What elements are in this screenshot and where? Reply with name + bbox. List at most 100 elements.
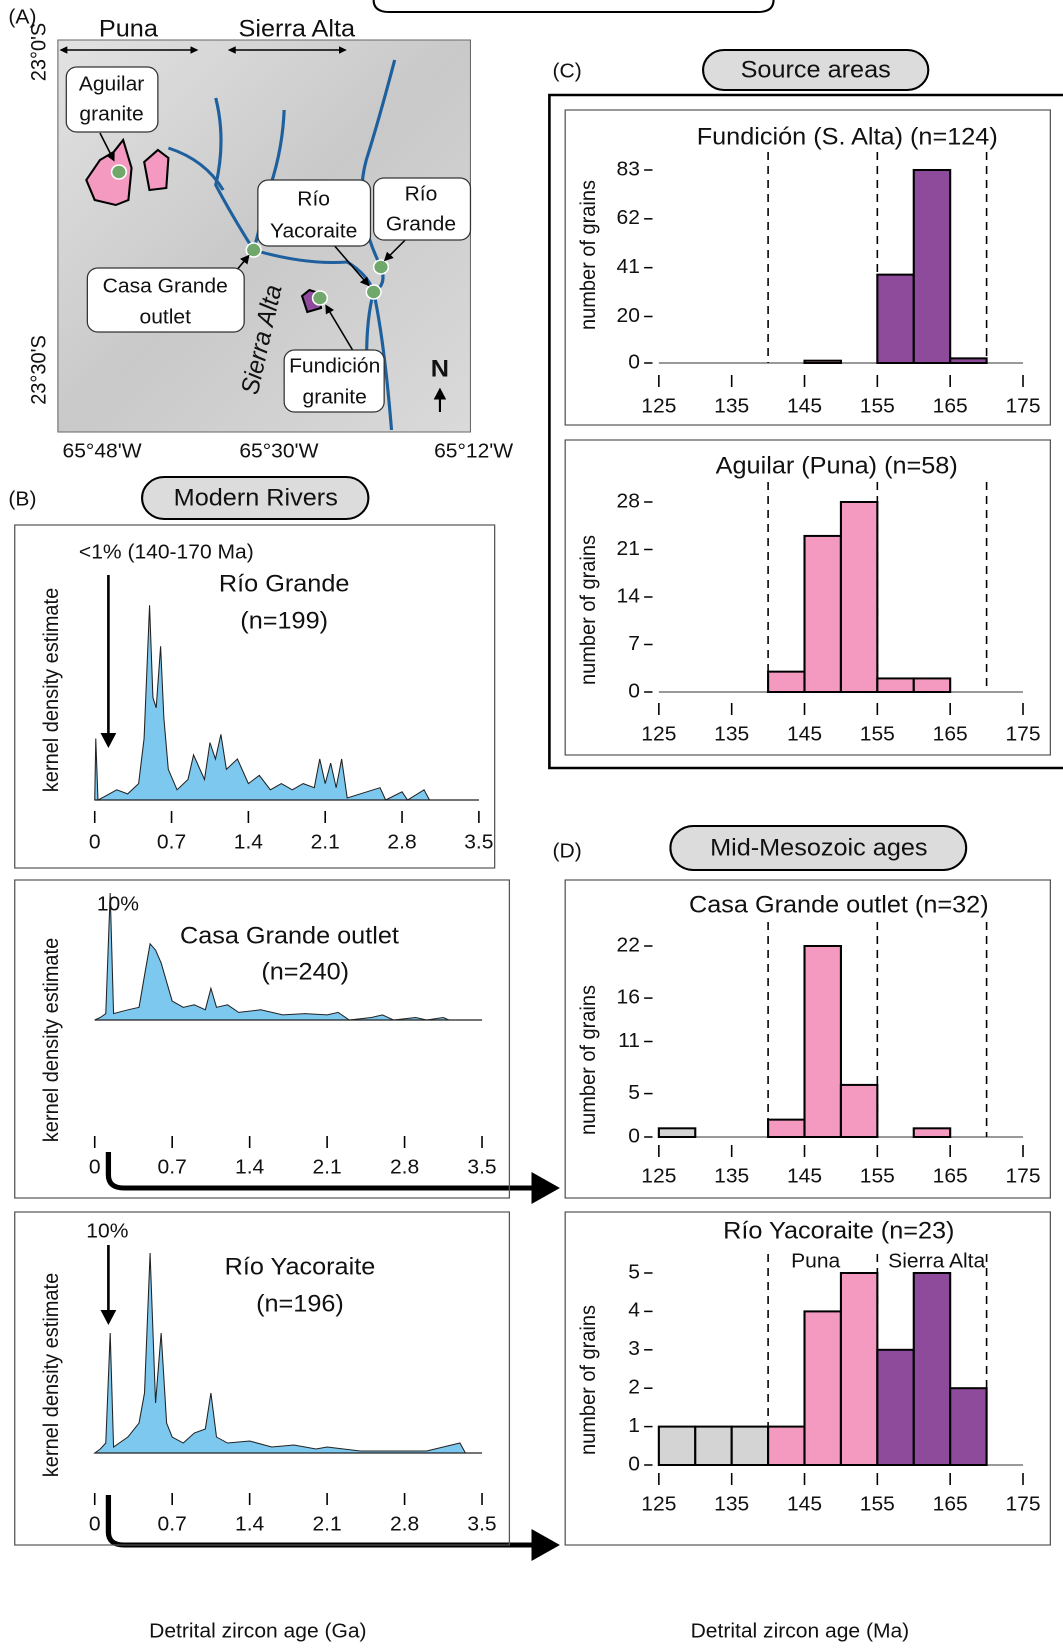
bar — [914, 170, 950, 363]
x-axis-label: Detrital zircon age (Ga) — [149, 1620, 366, 1642]
x-tick-label: 165 — [933, 723, 968, 745]
callout-text: Grande — [386, 213, 456, 235]
y-tick-label: 20 — [617, 304, 640, 326]
x-tick-label: 135 — [714, 723, 749, 745]
bar — [805, 1311, 841, 1465]
x-tick-label: 3.5 — [464, 831, 493, 853]
callout-text: Fundición — [289, 355, 380, 377]
sample-site — [313, 291, 328, 305]
x-tick-label: 2.1 — [311, 831, 340, 853]
latitude-label: 23°0'S — [27, 23, 51, 81]
x-tick-label: 0 — [89, 1156, 101, 1178]
cut-header — [374, 0, 774, 12]
x-tick-label: 155 — [860, 395, 895, 417]
bar — [914, 1273, 950, 1465]
section-title: Modern Rivers — [174, 485, 338, 511]
x-tick-label: 155 — [860, 1493, 895, 1515]
x-tick-label: 1.4 — [235, 1513, 264, 1535]
chart-title: Casa Grande outlet (n=32) — [689, 892, 989, 918]
chart-subtitle: (n=199) — [240, 608, 328, 634]
bar — [841, 1085, 877, 1137]
y-axis-label: number of grains — [576, 985, 600, 1135]
callout-text: Aguilar — [79, 73, 145, 95]
chart-subtitle: (n=196) — [256, 1291, 344, 1317]
bar — [914, 1128, 950, 1137]
kde-area — [95, 893, 482, 1020]
x-tick-label: 2.1 — [312, 1156, 341, 1178]
section-title: Mid-Mesozoic ages — [710, 835, 927, 861]
y-tick-label: 28 — [617, 490, 640, 512]
x-tick-label: 155 — [860, 723, 895, 745]
y-tick-label: 3 — [628, 1338, 640, 1360]
y-tick-label: 83 — [617, 158, 640, 180]
figure: (A) (B) (C) (D) Source areas Modern Rive… — [0, 0, 1063, 1652]
x-tick-label: 0.7 — [158, 1156, 187, 1178]
bar — [768, 672, 804, 692]
panel-label: (C) — [553, 60, 582, 82]
y-tick-label: 11 — [618, 1029, 640, 1051]
x-tick-label: 125 — [641, 1493, 676, 1515]
x-tick-label: 125 — [641, 723, 676, 745]
x-tick-label: 2.8 — [390, 1513, 419, 1535]
y-axis-label: kernel density estimate — [40, 588, 64, 792]
y-axis-label: number of grains — [576, 180, 600, 330]
x-tick-label: 145 — [787, 1493, 822, 1515]
sample-site — [246, 243, 261, 257]
callout-text: Río — [297, 188, 330, 210]
bar — [768, 1427, 804, 1465]
section-title: Source areas — [741, 57, 891, 83]
longitude-label: 65°12'W — [434, 440, 514, 462]
y-tick-label: 14 — [617, 585, 640, 607]
arrow-head — [532, 1529, 560, 1561]
x-tick-label: 145 — [787, 1165, 822, 1187]
y-tick-label: 5 — [628, 1081, 640, 1103]
north-label: N — [431, 356, 449, 382]
x-tick-label: 135 — [714, 395, 749, 417]
x-tick-label: 145 — [787, 395, 822, 417]
chart-subtitle: (n=240) — [261, 959, 349, 985]
panel-label: (D) — [553, 840, 582, 862]
x-tick-label: 175 — [1005, 1493, 1040, 1515]
x-tick-label: 2.8 — [387, 831, 416, 853]
callout-text: Río — [405, 183, 438, 205]
longitude-label: 65°30'W — [239, 440, 319, 462]
annotation: Puna — [791, 1250, 841, 1272]
annotation: Sierra Alta — [888, 1250, 986, 1272]
panel-label: (B) — [8, 488, 36, 510]
chart-title: Casa Grande outlet — [180, 923, 399, 949]
y-axis-label: number of grains — [576, 1305, 600, 1455]
bar — [877, 275, 913, 363]
callout-text: granite — [303, 386, 367, 408]
region-label: Sierra Alta — [239, 16, 356, 42]
chart-title: Río Grande — [219, 571, 350, 597]
y-tick-label: 41 — [617, 255, 640, 277]
annotation: 10% — [86, 1220, 128, 1242]
x-tick-label: 0.7 — [157, 831, 186, 853]
x-tick-label: 175 — [1005, 395, 1040, 417]
y-tick-label: 7 — [628, 632, 640, 654]
bar — [841, 1273, 877, 1465]
y-tick-label: 5 — [628, 1261, 640, 1283]
x-tick-label: 1.4 — [234, 831, 263, 853]
region-label: Puna — [99, 16, 158, 42]
x-tick-label: 175 — [1005, 723, 1040, 745]
y-tick-label: 1 — [628, 1414, 640, 1436]
x-tick-label: 175 — [1005, 1165, 1040, 1187]
bar — [732, 1427, 768, 1465]
y-axis-label: kernel density estimate — [40, 1273, 64, 1477]
x-tick-label: 125 — [641, 1165, 676, 1187]
y-tick-label: 2 — [628, 1376, 640, 1398]
x-tick-label: 3.5 — [467, 1156, 496, 1178]
y-tick-label: 0 — [628, 1453, 640, 1475]
kde-area — [95, 605, 479, 800]
y-tick-label: 21 — [617, 537, 640, 559]
callout-text: outlet — [140, 306, 192, 328]
bar — [877, 678, 913, 692]
bar — [659, 1427, 695, 1465]
y-tick-label: 0 — [628, 680, 640, 702]
annotation: <1% (140-170 Ma) — [79, 541, 254, 563]
x-tick-label: 165 — [933, 395, 968, 417]
bar — [950, 1388, 986, 1465]
y-tick-label: 0 — [628, 351, 640, 373]
y-axis-label: kernel density estimate — [40, 938, 64, 1142]
